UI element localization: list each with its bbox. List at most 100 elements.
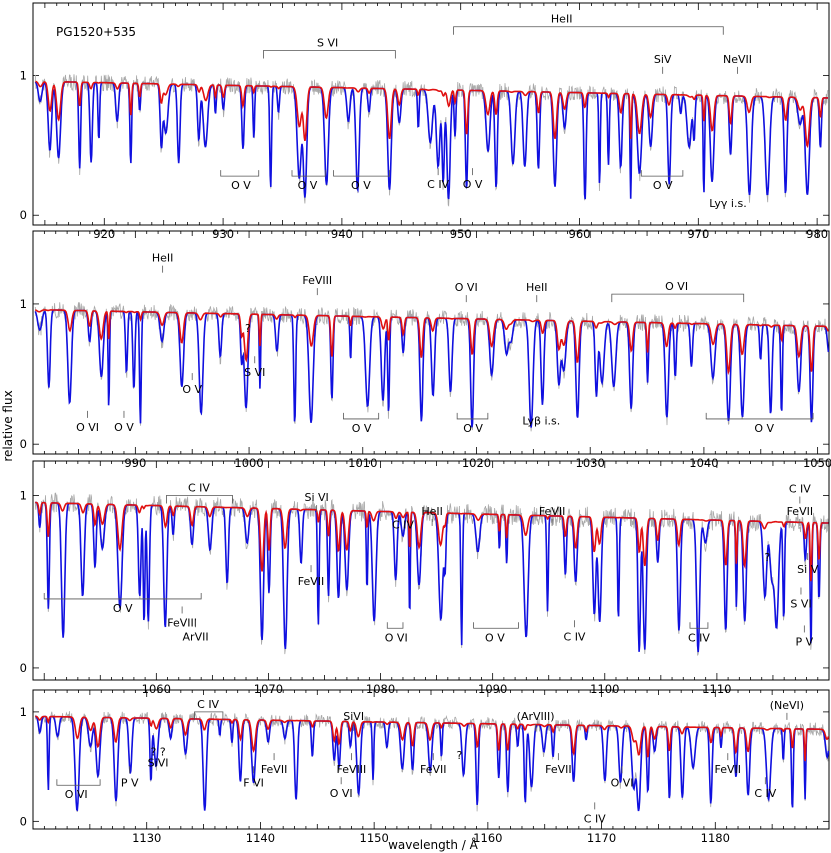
- line-id-label: C IV: [564, 630, 586, 643]
- line-bracket: [689, 622, 709, 629]
- line-id-label: FeVII: [298, 575, 325, 588]
- line-id-label: FeVII: [539, 505, 566, 518]
- line-id-label: HeII: [421, 505, 443, 518]
- x-tick-label: 1070: [254, 682, 283, 696]
- x-tick-label: 1080: [366, 682, 395, 696]
- y-tick-label: 1: [20, 488, 27, 502]
- line-bracket: [333, 170, 390, 177]
- line-id-label: O V: [298, 179, 318, 192]
- x-tick-label: 940: [331, 227, 353, 241]
- line-id-label: S VI: [244, 366, 265, 379]
- line-id-label: O V: [485, 631, 505, 644]
- line-id-label: O VI: [65, 788, 88, 801]
- line-id-label: O V: [351, 179, 371, 192]
- line-id-label: ?: [457, 749, 463, 762]
- line-id-label: O V: [463, 422, 483, 435]
- line-bracket: [705, 412, 814, 420]
- x-tick-label: 980: [806, 227, 828, 241]
- line-id-label: C IV: [754, 787, 776, 800]
- line-bracket: [220, 170, 260, 177]
- line-id-label: O VI: [330, 787, 353, 800]
- line-id-label: FeVII: [261, 763, 288, 776]
- x-tick-label: 920: [93, 227, 115, 241]
- line-id-label: P V: [121, 776, 139, 789]
- line-bracket: [166, 495, 233, 504]
- x-tick-label: 1090: [478, 682, 507, 696]
- panel-4-1120-1190: 1130 1140 1150 1160 1170 1180 0 1 C IV SiVI (ArVII…: [20, 689, 830, 845]
- line-id-label: FeVII: [545, 763, 572, 776]
- line-bracket: [56, 779, 101, 786]
- line-id-label: SiVI: [148, 757, 169, 770]
- line-id-label: C IV: [427, 178, 449, 191]
- line-id-label: HeII: [152, 252, 174, 265]
- line-id-label: O V: [114, 421, 134, 434]
- line-bracket: [43, 592, 202, 600]
- x-tick-label: 970: [687, 227, 709, 241]
- line-id-label: O V: [653, 179, 673, 192]
- line-id-label: Si V: [797, 563, 819, 576]
- line-bracket: [453, 26, 724, 35]
- x-tick-label: 1010: [348, 456, 377, 470]
- line-id-label: SiV: [654, 53, 672, 66]
- x-tick-label: 1000: [234, 456, 263, 470]
- panel-frame: [32, 460, 830, 681]
- x-tick-label: 950: [450, 227, 472, 241]
- x-tick-label: 1060: [142, 682, 171, 696]
- line-id-label: O VI: [611, 776, 634, 789]
- line-id-label: O VI: [76, 421, 99, 434]
- x-tick-label: 1110: [702, 682, 731, 696]
- line-id-label: FeVIII: [337, 763, 367, 776]
- x-tick-label: 1160: [473, 831, 502, 845]
- line-id-label: O V: [754, 422, 774, 435]
- line-id-label: FeVII: [715, 763, 742, 776]
- line-bracket: [611, 293, 745, 303]
- y-tick-label: 0: [20, 437, 27, 451]
- x-tick-label: 1150: [360, 831, 389, 845]
- x-tick-label: 1140: [246, 831, 275, 845]
- panel-1-912-981: 920 930 940 950 960 970 980 0 1 S VI HeII SiV NeVII O…: [20, 2, 830, 241]
- line-id-label: (ArVIII): [517, 710, 555, 723]
- line-bracket: [456, 412, 489, 420]
- x-tick-label: 1040: [689, 456, 718, 470]
- line-id-label: S VI: [790, 598, 811, 611]
- line-bracket: [473, 622, 519, 629]
- line-bracket: [194, 711, 224, 720]
- line-id-label: Si VI: [304, 491, 328, 504]
- line-id-label: O VI: [385, 631, 408, 644]
- line-id-label: ? ?: [150, 746, 165, 759]
- line-id-label: FeVII: [420, 763, 447, 776]
- line-id-label: NeVII: [723, 53, 752, 66]
- line-id-label: C IV: [789, 482, 811, 495]
- line-bracket: [640, 170, 684, 177]
- model-spectrum-blue: [34, 81, 828, 200]
- line-bracket: [263, 50, 396, 59]
- y-tick-label: 1: [20, 297, 27, 311]
- line-bracket: [291, 170, 326, 177]
- panel-3-1049-1120: 1060 1070 1080 1090 1100 1110 0 1 C IV Si VI HeII C…: [20, 460, 830, 696]
- model-spectrum-red: [35, 501, 829, 582]
- line-id-label: P V: [796, 635, 814, 648]
- line-id-label: FeVIII: [167, 616, 197, 629]
- line-id-label: SiVI: [343, 710, 364, 723]
- x-tick-label: 1180: [701, 831, 730, 845]
- x-tick-label: 1100: [590, 682, 619, 696]
- model-spectrum-red: [35, 309, 830, 376]
- y-tick-label: 1: [20, 69, 27, 83]
- line-bracket: [386, 622, 404, 629]
- y-tick-label: 0: [20, 661, 27, 675]
- y-tick-label: 0: [20, 814, 27, 828]
- line-id-label: O V: [113, 602, 133, 615]
- line-id-label: C IV: [688, 631, 710, 644]
- line-id-label: O VI: [455, 281, 478, 294]
- x-tick-label: 1030: [576, 456, 605, 470]
- line-id-label: (NeVI): [770, 699, 804, 712]
- line-id-label: Lyβ i.s.: [522, 415, 560, 428]
- line-id-label: FeVII: [787, 505, 814, 518]
- y-tick-label: 1: [20, 705, 27, 719]
- line-id-label: O V: [231, 179, 251, 192]
- line-id-label: O V: [182, 383, 202, 396]
- x-tick-label: 1050: [803, 456, 831, 470]
- line-id-label: Lyγ i.s.: [709, 197, 746, 210]
- line-id-label: C IV: [392, 518, 414, 531]
